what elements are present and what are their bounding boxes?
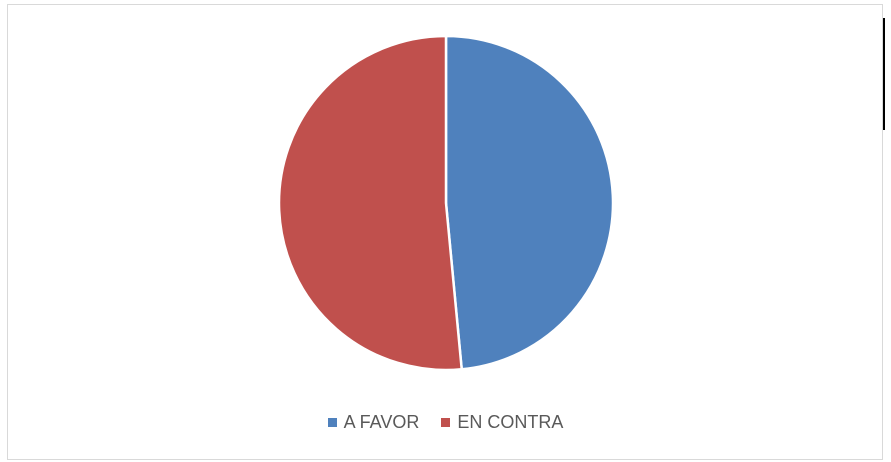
legend-swatch-en-contra xyxy=(441,418,451,427)
legend-label-en-contra: EN CONTRA xyxy=(457,412,564,432)
pie-slice-en-contra xyxy=(277,34,463,372)
legend-item-a-favor: A FAVOR xyxy=(327,412,420,433)
legend-label-a-favor: A FAVOR xyxy=(343,412,420,432)
pie-slice-a-favor xyxy=(444,34,615,371)
legend-swatch-a-favor xyxy=(327,418,337,427)
edge-mark xyxy=(883,18,885,130)
legend: A FAVOR EN CONTRA xyxy=(0,412,891,433)
legend-item-en-contra: EN CONTRA xyxy=(441,412,563,433)
